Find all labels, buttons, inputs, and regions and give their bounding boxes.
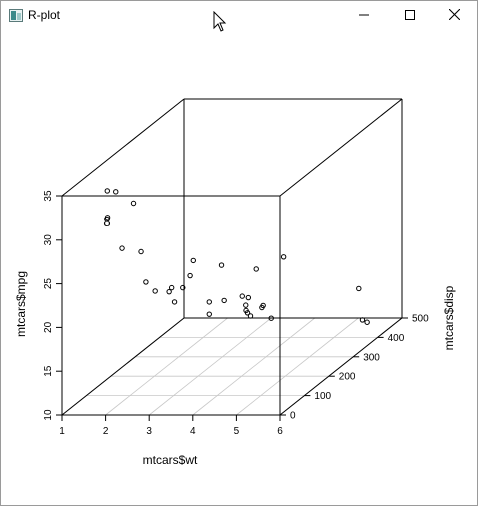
data-point bbox=[218, 262, 225, 268]
data-point bbox=[104, 215, 111, 221]
data-point bbox=[206, 311, 212, 317]
data-point bbox=[245, 294, 252, 301]
window-title: R-plot bbox=[28, 8, 61, 22]
x-tick-label: 1 bbox=[59, 426, 65, 437]
title-bar[interactable]: R-plot bbox=[1, 1, 477, 33]
x-tick-label: 6 bbox=[277, 426, 283, 437]
data-point bbox=[113, 189, 119, 195]
data-point bbox=[280, 254, 287, 260]
close-icon bbox=[448, 7, 460, 25]
data-point bbox=[364, 319, 370, 325]
data-point bbox=[180, 284, 186, 291]
grid-line-x bbox=[192, 317, 316, 416]
y-tick-label: 100 bbox=[314, 391, 331, 402]
plot-box bbox=[61, 98, 403, 416]
data-point bbox=[260, 302, 266, 309]
data-point bbox=[239, 293, 245, 299]
data-point bbox=[168, 284, 175, 291]
x-axis-label: mtcars$wt bbox=[143, 453, 198, 467]
grid-line-x bbox=[236, 317, 359, 416]
minimize-button[interactable] bbox=[341, 1, 387, 31]
x-tick-label: 2 bbox=[103, 426, 109, 437]
data-point bbox=[104, 188, 110, 194]
x-tick-label: 4 bbox=[190, 426, 196, 437]
floor-grid bbox=[61, 317, 403, 416]
data-points bbox=[104, 188, 370, 325]
data-point bbox=[243, 302, 249, 308]
z-tick-label: 15 bbox=[43, 365, 54, 377]
maximize-button[interactable] bbox=[387, 1, 433, 31]
minimize-icon bbox=[359, 7, 369, 25]
data-point bbox=[359, 317, 366, 323]
data-point bbox=[253, 266, 259, 272]
r-graphics-icon bbox=[9, 9, 23, 22]
box-edge bbox=[279, 317, 403, 416]
maximize-icon bbox=[405, 7, 415, 25]
data-point bbox=[356, 285, 362, 292]
data-point bbox=[244, 310, 251, 316]
grid-line-x bbox=[105, 317, 228, 416]
z-tick-label: 35 bbox=[43, 190, 54, 202]
data-point bbox=[143, 279, 149, 285]
y-tick-label: 200 bbox=[339, 372, 356, 383]
y-tick-label: 0 bbox=[290, 411, 296, 422]
z-tick-label: 30 bbox=[43, 234, 54, 246]
data-point bbox=[221, 297, 227, 304]
z-tick-label: 20 bbox=[43, 321, 54, 333]
data-point bbox=[206, 299, 212, 305]
box-edge bbox=[61, 98, 185, 197]
data-point bbox=[268, 315, 274, 321]
y-tick-label: 300 bbox=[363, 352, 380, 363]
data-point bbox=[247, 313, 254, 319]
mouse-cursor-icon bbox=[213, 10, 227, 33]
y-tick-label: 500 bbox=[412, 314, 429, 325]
y-axis-label: mtcars$disp bbox=[442, 285, 456, 350]
data-point bbox=[138, 248, 144, 255]
data-point bbox=[190, 257, 196, 264]
data-point bbox=[166, 288, 172, 295]
data-point bbox=[187, 272, 193, 279]
box-edge bbox=[279, 98, 403, 197]
data-point bbox=[130, 200, 137, 207]
x-tick-label: 3 bbox=[146, 426, 152, 437]
grid-line-x bbox=[148, 317, 272, 416]
close-button[interactable] bbox=[431, 1, 477, 31]
x-tick-label: 5 bbox=[234, 426, 240, 437]
data-point bbox=[119, 245, 125, 251]
point-annotation: 8 bbox=[103, 214, 110, 229]
axis-ticks: 1 2 3 4 5 60 100 200 300 400 500 10 15 20 25 30 35 bbox=[43, 190, 429, 437]
scatter3d-plot: 1 2 3 4 5 60 100 200 300 400 500 10 15 20 25 30 35 mtcar… bbox=[14, 98, 456, 467]
box-edge bbox=[61, 317, 185, 416]
z-tick-label: 10 bbox=[43, 409, 54, 421]
z-axis-label: mtcars$mpg bbox=[14, 271, 28, 337]
z-tick-label: 25 bbox=[43, 278, 54, 290]
data-point bbox=[171, 299, 178, 305]
y-tick-label: 400 bbox=[388, 333, 405, 344]
data-point bbox=[152, 288, 158, 294]
